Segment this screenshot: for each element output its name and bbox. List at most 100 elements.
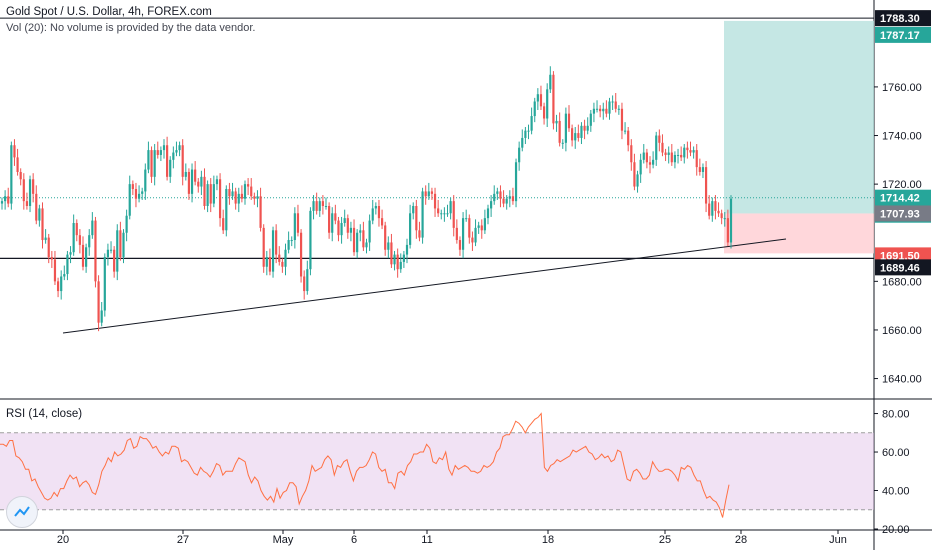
candle-body	[106, 249, 110, 258]
candle-body	[580, 125, 583, 138]
candle-body	[421, 191, 424, 238]
rsi-tick-label: 60.00	[882, 447, 910, 459]
chart-title: Gold Spot / U.S. Dollar, 4h, FOREX.com	[6, 6, 212, 18]
candle-body	[81, 244, 85, 267]
candle-body	[490, 201, 493, 209]
candle-body	[85, 247, 88, 267]
candle-body	[349, 227, 353, 233]
candle-body	[695, 150, 698, 168]
entry-tag: 1707.93	[880, 208, 920, 220]
candle-body	[552, 74, 555, 124]
candle-body	[318, 201, 321, 211]
candle-body	[0, 201, 4, 204]
candle-body	[726, 218, 729, 243]
candle-body	[359, 230, 362, 233]
candle-body	[393, 254, 396, 265]
candle-body	[549, 74, 552, 90]
x-tick-label: 25	[659, 534, 671, 546]
candle-body	[315, 201, 318, 211]
candle-body	[247, 184, 250, 187]
candle-body	[374, 206, 377, 209]
rsi-line	[0, 412, 730, 518]
candle-body	[7, 196, 10, 204]
candle-body	[493, 193, 496, 202]
candle-body	[673, 154, 677, 163]
candle-body	[567, 113, 571, 129]
candle-body	[187, 171, 191, 194]
candle-body	[41, 208, 44, 241]
tradingview-logo-icon[interactable]	[6, 496, 38, 528]
candle-body	[259, 196, 262, 228]
candle-body	[371, 208, 374, 221]
candle-body	[720, 213, 723, 219]
candle-body	[368, 220, 371, 243]
candle-body	[169, 159, 172, 177]
candle-body	[377, 206, 381, 219]
candle-body	[237, 193, 240, 204]
candle-body	[458, 240, 462, 250]
candle-body	[399, 261, 402, 270]
loss-zone	[724, 213, 874, 254]
candle-body	[125, 215, 128, 233]
candle-body	[234, 191, 237, 204]
candle-body	[100, 310, 103, 323]
candle-body	[440, 213, 443, 215]
candle-body	[299, 232, 303, 277]
candle-body	[617, 108, 620, 110]
candle-body	[328, 206, 331, 233]
candle-body	[499, 191, 502, 199]
candle-body	[47, 237, 50, 258]
candle-body	[190, 169, 194, 194]
candle-body	[38, 208, 41, 221]
candle-body	[380, 218, 384, 226]
candle-body	[32, 179, 35, 194]
candle-body	[655, 135, 658, 160]
candle-body	[508, 196, 511, 199]
candle-body	[194, 169, 197, 182]
candle-body	[530, 116, 533, 131]
rsi-tick-label: 40.00	[882, 486, 910, 498]
candle-body	[253, 196, 256, 199]
candle-body	[284, 249, 287, 267]
candle-body	[465, 218, 468, 220]
rsi-tick-label: 20.00	[882, 524, 910, 536]
candle-body	[480, 225, 483, 231]
candle-body	[452, 201, 455, 228]
candle-body	[94, 220, 97, 282]
candle-body	[97, 281, 100, 323]
candle-body	[69, 252, 72, 255]
candle-body	[197, 181, 200, 187]
candle-body	[561, 142, 564, 144]
candle-body	[222, 218, 225, 231]
current-price-tag-bg	[875, 189, 931, 206]
current-price-tag: 1714.42	[880, 193, 920, 205]
candle-body	[181, 145, 184, 177]
candle-body	[340, 223, 343, 236]
candle-body	[271, 230, 275, 272]
candle-body	[536, 94, 539, 102]
candle-body	[303, 276, 306, 292]
candle-body	[402, 254, 405, 262]
candle-body	[427, 191, 430, 197]
candle-body	[337, 220, 340, 236]
candle-body	[555, 120, 558, 124]
candle-body	[717, 210, 720, 214]
candle-body	[343, 218, 346, 224]
candle-body	[334, 213, 337, 221]
candle-body	[542, 106, 546, 119]
candle-body	[63, 274, 66, 277]
candle-body	[449, 201, 452, 214]
candle-body	[595, 108, 599, 110]
candle-body	[664, 152, 667, 155]
candle-body	[356, 232, 359, 253]
candle-body	[240, 193, 243, 199]
candle-body	[162, 145, 166, 151]
candle-body	[496, 191, 499, 194]
candle-body	[16, 157, 19, 172]
candle-body	[75, 223, 78, 236]
candle-body	[446, 213, 449, 215]
candle-body	[184, 171, 187, 177]
candle-body	[524, 130, 527, 138]
candle-body	[424, 191, 427, 197]
